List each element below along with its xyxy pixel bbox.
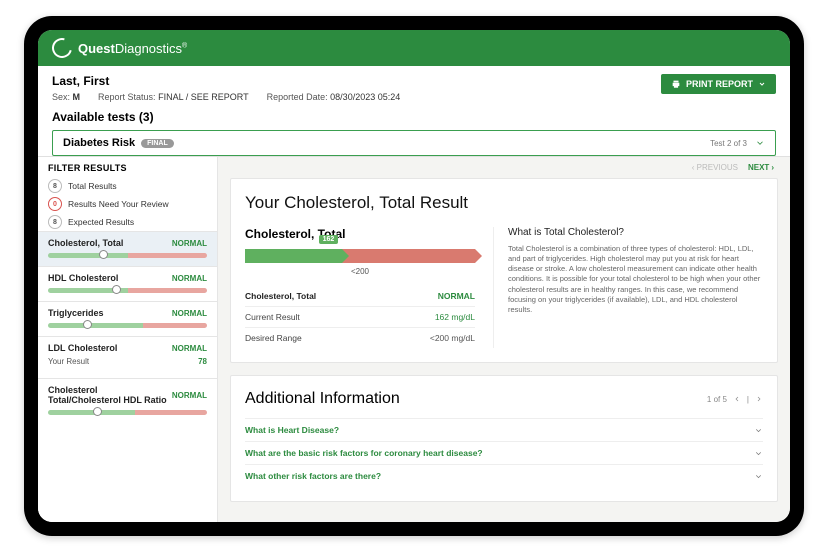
accordion-item[interactable]: What other risk factors are there? [245, 464, 763, 487]
filter-count: 8 [48, 215, 62, 229]
filter-label: Results Need Your Review [68, 199, 169, 209]
filter-row[interactable]: 8 Expected Results [38, 213, 217, 231]
print-report-button[interactable]: PRINT REPORT [661, 74, 776, 94]
test-selector[interactable]: Diabetes Risk FINAL Test 2 of 3 [52, 130, 776, 156]
result-slider [48, 322, 207, 328]
info-title: What is Total Cholesterol? [508, 227, 763, 238]
chevron-down-icon [758, 80, 766, 88]
gauge-value-badge: 162 [319, 235, 339, 244]
accordion-item[interactable]: What are the basic risk factors for coro… [245, 441, 763, 464]
result-card[interactable]: Cholesterol Total/Cholesterol HDL RatioN… [38, 378, 217, 423]
result-card[interactable]: Cholesterol, Total NORMAL [38, 231, 217, 266]
chevron-down-icon [754, 449, 763, 458]
result-name: Triglycerides [48, 308, 104, 318]
metric-row: Desired Range<200 mg/dL [245, 327, 475, 348]
result-card[interactable]: HDL Cholesterol NORMAL [38, 266, 217, 301]
main-content: ‹ PREVIOUS NEXT › Your Cholesterol, Tota… [218, 157, 790, 522]
result-status: NORMAL [172, 309, 207, 318]
next-button[interactable]: NEXT › [748, 163, 774, 172]
chevron-down-icon [754, 426, 763, 435]
report-header: PRINT REPORT Last, First Sex: M Report S… [38, 66, 790, 157]
device-frame: QuestDiagnostics® PRINT REPORT Last, Fir… [24, 16, 804, 536]
accordion-label: What other risk factors are there? [245, 471, 381, 481]
additional-pager: 1 of 5 | [707, 395, 763, 404]
filter-label: Total Results [68, 181, 117, 191]
result-card[interactable]: Triglycerides NORMAL [38, 301, 217, 336]
chevron-left-icon[interactable] [733, 395, 741, 403]
result-status: NORMAL [172, 344, 207, 353]
brand-logo: QuestDiagnostics® [52, 38, 187, 58]
filter-count: 8 [48, 179, 62, 193]
filter-row[interactable]: 0 Results Need Your Review [38, 195, 217, 213]
screen: QuestDiagnostics® PRINT REPORT Last, Fir… [38, 30, 790, 522]
chevron-down-icon [755, 138, 765, 148]
additional-info-panel: Additional Information 1 of 5 | What is … [230, 375, 778, 502]
result-status: NORMAL [172, 391, 207, 400]
top-bar: QuestDiagnostics® [38, 30, 790, 66]
logo-text: QuestDiagnostics® [78, 41, 187, 56]
result-name: LDL Cholesterol [48, 343, 117, 353]
gauge-title: Cholesterol, Total [245, 227, 475, 241]
logo-icon [48, 34, 75, 61]
result-slider [48, 287, 207, 293]
available-tests-label: Available tests (3) [52, 110, 776, 124]
chevron-down-icon [754, 472, 763, 481]
accordion-label: What is Heart Disease? [245, 425, 339, 435]
filter-header: FILTER RESULTS [38, 157, 217, 177]
result-pager: ‹ PREVIOUS NEXT › [230, 157, 778, 178]
chevron-right-icon[interactable] [755, 395, 763, 403]
result-slider [48, 409, 207, 415]
result-slider [48, 252, 207, 258]
metric-row: Current Result162 mg/dL [245, 306, 475, 327]
panel-title: Your Cholesterol, Total Result [245, 193, 763, 213]
result-name: HDL Cholesterol [48, 273, 118, 283]
test-position: Test 2 of 3 [710, 139, 747, 148]
filter-row[interactable]: 8 Total Results [38, 177, 217, 195]
gauge-threshold: <200 [245, 267, 475, 276]
info-text: Total Cholesterol is a combination of th… [508, 244, 763, 315]
filter-count: 0 [48, 197, 62, 211]
print-label: PRINT REPORT [686, 79, 753, 89]
accordion-item[interactable]: What is Heart Disease? [245, 418, 763, 441]
results-sidebar: FILTER RESULTS 8 Total Results 0 Results Ne… [38, 157, 218, 522]
result-gauge: 162 [245, 249, 475, 263]
result-status: NORMAL [172, 274, 207, 283]
print-icon [671, 79, 681, 89]
test-status-badge: FINAL [141, 139, 174, 148]
result-card[interactable]: LDL CholesterolNORMALYour Result78 [38, 336, 217, 378]
filter-label: Expected Results [68, 217, 134, 227]
result-name: Cholesterol Total/Cholesterol HDL Ratio [48, 385, 172, 405]
accordion-label: What are the basic risk factors for coro… [245, 448, 483, 458]
metric-row: Cholesterol, TotalNORMAL [245, 286, 475, 306]
previous-button[interactable]: ‹ PREVIOUS [692, 163, 738, 172]
result-name: Cholesterol, Total [48, 238, 123, 248]
result-status: NORMAL [172, 239, 207, 248]
current-test-name: Diabetes Risk [63, 137, 135, 149]
result-panel: Your Cholesterol, Total Result Cholester… [230, 178, 778, 363]
additional-title: Additional Information [245, 390, 400, 408]
